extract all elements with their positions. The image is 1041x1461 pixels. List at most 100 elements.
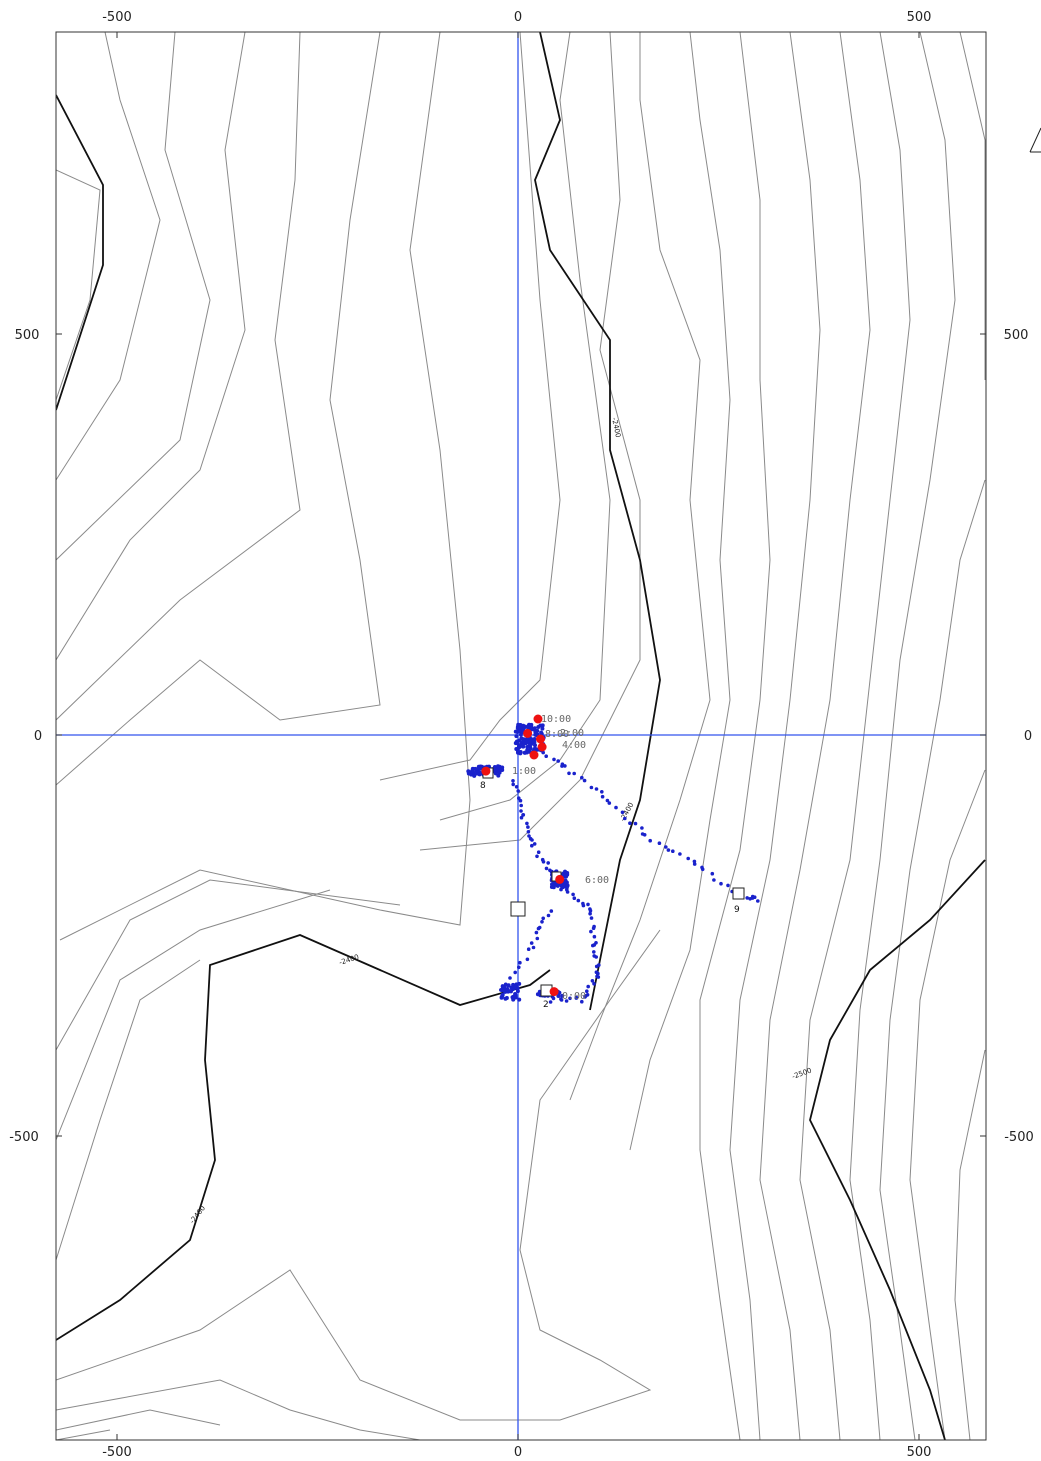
track-point xyxy=(580,999,584,1004)
track-point xyxy=(516,746,520,751)
track-point xyxy=(514,740,519,745)
track-point xyxy=(503,996,508,1001)
track-point xyxy=(552,882,557,887)
track-point xyxy=(500,992,505,997)
x-tick-label: -500 xyxy=(102,10,132,25)
track-point xyxy=(531,727,536,732)
track-point xyxy=(525,745,530,749)
track-point xyxy=(607,801,612,805)
track-point xyxy=(552,757,556,762)
contour-labels: -2400 -2400 -2400 -2500 -2400 xyxy=(188,417,813,1225)
track-point xyxy=(519,736,524,741)
track-point xyxy=(521,813,525,817)
contour-label: -2400 xyxy=(338,953,360,967)
track-point xyxy=(534,930,539,935)
track-point xyxy=(529,941,534,945)
track-point xyxy=(594,955,598,959)
x-tick-labels-bottom: -500 0 500 xyxy=(102,1445,931,1460)
track-point xyxy=(525,821,529,826)
track-point xyxy=(586,984,590,989)
track-point xyxy=(726,883,730,888)
track-point xyxy=(628,821,632,825)
navigation-fix-layer xyxy=(481,714,565,997)
track-point xyxy=(585,989,589,993)
track-point xyxy=(532,737,537,741)
track-point xyxy=(539,730,544,735)
y-tick-label: 500 xyxy=(1004,328,1029,343)
station-marker xyxy=(510,901,526,917)
track-point xyxy=(561,885,565,890)
track-point xyxy=(529,746,533,751)
track-point xyxy=(556,994,561,998)
station-label: 9 xyxy=(734,905,740,915)
track-point xyxy=(589,785,594,790)
track-point xyxy=(544,754,548,758)
track-point xyxy=(527,834,531,838)
y-tick-label: -500 xyxy=(1004,1130,1034,1145)
track-point xyxy=(594,787,599,791)
track-point xyxy=(472,773,477,778)
track-point xyxy=(522,725,527,730)
fix-point xyxy=(533,714,543,724)
track-point xyxy=(563,869,567,874)
track-point xyxy=(515,730,520,734)
track-point xyxy=(549,909,554,913)
track-point xyxy=(582,778,587,783)
track-point xyxy=(671,849,675,853)
station-labels: 8 2 9 xyxy=(480,781,740,1010)
track-point xyxy=(513,970,517,975)
track-point xyxy=(605,798,610,803)
track-point xyxy=(745,896,749,900)
track-point xyxy=(511,997,516,1002)
track-point xyxy=(589,929,593,934)
time-label: 8:00 xyxy=(545,729,569,740)
time-label: 4:00 xyxy=(562,740,586,751)
track-point xyxy=(664,845,668,849)
track-point xyxy=(583,995,587,999)
track-point xyxy=(640,826,644,830)
track-point xyxy=(531,945,536,950)
station-markers xyxy=(482,767,745,997)
track-point xyxy=(576,898,581,903)
track-point xyxy=(508,976,512,980)
x-tick-label: 500 xyxy=(907,10,932,25)
track-point xyxy=(470,769,475,774)
track-point xyxy=(530,843,534,848)
fix-point xyxy=(523,728,533,738)
track-point xyxy=(591,943,595,948)
track-point xyxy=(509,989,513,994)
time-label: 10:00 xyxy=(541,714,571,725)
fix-point xyxy=(529,750,539,760)
track-point xyxy=(556,759,560,763)
track-point xyxy=(530,740,535,744)
x-tick-labels-top: -500 0 500 xyxy=(102,10,931,25)
track-point xyxy=(517,965,521,970)
track-point xyxy=(536,850,541,854)
y-tick-labels-left: 500 0 -500 xyxy=(9,328,42,1145)
time-label: 1:00 xyxy=(512,766,536,777)
track-point xyxy=(548,1000,553,1004)
track-point xyxy=(600,790,604,794)
track-point xyxy=(572,896,577,900)
track-point xyxy=(540,726,545,731)
track-point xyxy=(586,902,590,907)
track-point xyxy=(519,815,524,820)
track-point xyxy=(614,805,618,810)
track-point xyxy=(559,997,563,1001)
track-point xyxy=(526,830,531,834)
track-point xyxy=(514,785,519,789)
track-point xyxy=(518,798,523,803)
track-point xyxy=(666,848,671,852)
track-point xyxy=(546,913,551,918)
x-tick-label: -500 xyxy=(102,1445,132,1460)
track-point xyxy=(596,971,600,976)
track-point xyxy=(506,983,511,988)
track-point xyxy=(535,854,539,859)
track-point xyxy=(692,859,697,864)
contour-label: -2400 xyxy=(610,417,622,439)
track-point xyxy=(686,856,690,861)
track-point xyxy=(623,816,627,821)
fix-point xyxy=(549,987,559,997)
track-point xyxy=(692,862,697,866)
